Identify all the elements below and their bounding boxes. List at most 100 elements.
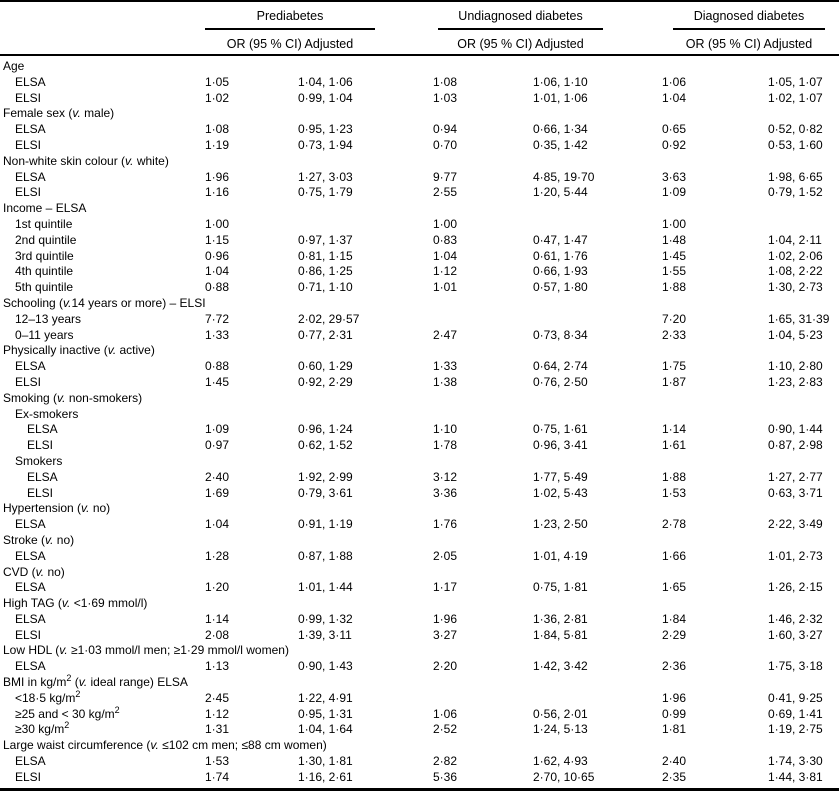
ci-value xyxy=(768,643,839,659)
ci-value: 0·99, 1·04 xyxy=(298,90,353,105)
subsection-row: Smokers xyxy=(0,454,839,470)
row-label: ≥25 and < 30 kg/m2 xyxy=(15,704,120,721)
ci-value xyxy=(533,217,662,233)
or-value: 3·27 xyxy=(433,627,458,642)
or-value: 5·36 xyxy=(433,769,458,784)
or-value xyxy=(433,675,533,691)
row-label: ELSI xyxy=(15,185,42,200)
ci-value: 1·30, 2·73 xyxy=(768,280,823,295)
or-value xyxy=(205,407,298,423)
or-value xyxy=(433,343,533,359)
ci-value: 0·66, 1·93 xyxy=(533,264,588,279)
ci-value xyxy=(298,596,433,612)
section-row: Low HDL (v. ≥1·03 mmol/l men; ≥1·29 mmol… xyxy=(0,643,839,659)
ci-value xyxy=(533,201,662,217)
ci-value: 1·22, 4·91 xyxy=(298,690,353,705)
row-label: ≥30 kg/m2 xyxy=(15,720,70,737)
or-value: 2·55 xyxy=(433,185,458,200)
or-value: 1·04 xyxy=(205,517,230,532)
row-label: Female sex (v. male) xyxy=(3,106,115,121)
or-value: 1·09 xyxy=(205,422,230,437)
ci-value: 0·87, 2·98 xyxy=(768,438,823,453)
ci-value: 1·65, 31·39 xyxy=(768,311,830,326)
ci-value xyxy=(298,296,433,312)
ci-value: 1·16, 2·61 xyxy=(298,769,353,784)
or-value xyxy=(662,738,768,754)
or-value: 1·69 xyxy=(205,485,230,500)
row-label: Stroke (v. no) xyxy=(3,532,75,547)
table-row: 2nd quintile 1·15 0·97, 1·37 0·83 0·47, 1·47… xyxy=(0,233,839,249)
group-title-undiagnosed-diabetes: Undiagnosed diabetes xyxy=(438,9,603,30)
table-header: Prediabetes OR (95 % CI) Adjusted Undiag… xyxy=(0,0,839,56)
row-label: 5th quintile xyxy=(15,280,74,295)
row-label: Hypertension (v. no) xyxy=(3,501,111,516)
or-value: 0·70 xyxy=(433,137,458,152)
ci-value xyxy=(533,59,662,75)
or-value xyxy=(662,533,768,549)
table-row: ELSA 1·96 1·27, 3·03 9·77 4·85, 19·70 3·63 1·9… xyxy=(0,170,839,186)
or-value: 3·63 xyxy=(662,169,687,184)
ci-value xyxy=(533,106,662,122)
or-value xyxy=(205,596,298,612)
table-row: ELSI 0·97 0·62, 1·52 1·78 0·96, 3·41 1·61 0·87… xyxy=(0,438,839,454)
or-value: 1·66 xyxy=(662,548,687,563)
ci-value xyxy=(768,296,839,312)
ci-value: 1·01, 4·19 xyxy=(533,548,588,563)
or-value: 1·16 xyxy=(205,185,230,200)
ci-value: 1·19, 2·75 xyxy=(768,722,823,737)
table-row: ELSI 1·02 0·99, 1·04 1·03 1·01, 1·06 1·04 1·02… xyxy=(0,91,839,107)
ci-value: 1·01, 1·44 xyxy=(298,580,353,595)
table-row: 5th quintile 0·88 0·71, 1·10 1·01 0·57, 1·80… xyxy=(0,280,839,296)
group-inner: Diagnosed diabetes OR (95 % CI) Adjusted xyxy=(673,9,825,51)
ci-value: 1·10, 2·80 xyxy=(768,359,823,374)
ci-value xyxy=(768,675,839,691)
ci-value: 0·96, 3·41 xyxy=(533,438,588,453)
ci-value xyxy=(298,391,433,407)
or-value xyxy=(662,59,768,75)
section-row: Age xyxy=(0,59,839,75)
or-value xyxy=(662,501,768,517)
ci-value: 0·63, 3·71 xyxy=(768,485,823,500)
ci-value: 1·27, 3·03 xyxy=(298,169,353,184)
ci-value: 0·62, 1·52 xyxy=(298,438,353,453)
ci-value: 0·99, 1·32 xyxy=(298,611,353,626)
table-row: ELSI 2·08 1·39, 3·11 3·27 1·84, 5·81 2·29 1·60… xyxy=(0,628,839,644)
ci-value: 1·01, 2·73 xyxy=(768,548,823,563)
table-row: 4th quintile 1·04 0·86, 1·25 1·12 0·66, 1·93… xyxy=(0,264,839,280)
or-value: 2·36 xyxy=(662,659,687,674)
or-value: 2·82 xyxy=(433,754,458,769)
ci-value xyxy=(768,59,839,75)
ci-value xyxy=(768,738,839,754)
or-value xyxy=(433,596,533,612)
or-value: 2·47 xyxy=(433,327,458,342)
row-label: ELSA xyxy=(15,169,46,184)
ci-value: 0·53, 1·60 xyxy=(768,137,823,152)
or-value: 1·19 xyxy=(205,137,230,152)
row-label: 1st quintile xyxy=(15,216,73,231)
ci-value: 1·02, 2·06 xyxy=(768,248,823,263)
row-label: Physically inactive (v. active) xyxy=(3,343,155,358)
ci-value xyxy=(298,565,433,581)
section-row: CVD (v. no) xyxy=(0,565,839,581)
or-value: 1·38 xyxy=(433,374,458,389)
or-value: 1·96 xyxy=(205,169,230,184)
row-label: 2nd quintile xyxy=(15,232,77,247)
section-row: Smoking (v. non-smokers) xyxy=(0,391,839,407)
or-value xyxy=(205,454,298,470)
or-value: 1·65 xyxy=(662,580,687,595)
or-value: 1·05 xyxy=(205,74,230,89)
ci-value: 2·22, 3·49 xyxy=(768,517,823,532)
row-label: ELSA xyxy=(27,469,58,484)
ci-value: 4·85, 19·70 xyxy=(533,169,595,184)
ci-value: 0·95, 1·23 xyxy=(298,122,353,137)
or-value: 1·04 xyxy=(662,90,687,105)
or-value xyxy=(433,738,533,754)
ci-value: 1·84, 5·81 xyxy=(533,627,588,642)
or-value: 1·87 xyxy=(662,374,687,389)
or-value: 0·88 xyxy=(205,280,230,295)
or-value: 2·05 xyxy=(433,548,458,563)
or-value xyxy=(205,106,298,122)
or-value xyxy=(662,296,768,312)
ci-value: 1·08, 2·22 xyxy=(768,264,823,279)
